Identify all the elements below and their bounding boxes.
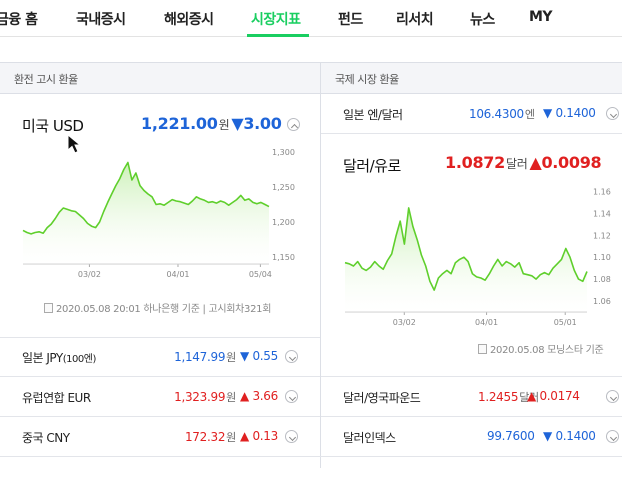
x-tick-label: 04/01 <box>166 270 189 279</box>
featured-market-price: 1.0872달러 ▲0.0098 <box>445 153 602 172</box>
document-icon <box>478 344 487 354</box>
tab-market-indicators[interactable]: 시장지표 <box>251 12 301 28</box>
tab-global-stock[interactable]: 해외증시 <box>164 12 214 28</box>
divider <box>0 376 320 377</box>
divider <box>0 337 320 338</box>
row-gbp-price: 1.2455달러 <box>478 390 539 404</box>
y-tick-label: 1.10 <box>593 253 611 262</box>
document-icon <box>44 303 53 313</box>
y-tick-label: 1,200 <box>272 218 295 227</box>
row-jpy-price: 1,147.99원 <box>174 350 236 364</box>
expand-toggle-yen-dollar[interactable] <box>606 107 619 120</box>
row-dxy-label[interactable]: 달러인덱스 <box>343 431 396 445</box>
mouse-cursor-icon <box>67 133 82 154</box>
y-tick-label: 1.12 <box>593 231 611 240</box>
y-tick-label: 1,150 <box>272 253 295 262</box>
tab-research[interactable]: 리서치 <box>396 12 434 28</box>
left-panel-header: 환전 고시 환율 <box>0 62 320 94</box>
expand-toggle-eur[interactable] <box>285 390 298 403</box>
left-panel-title: 환전 고시 환율 <box>14 73 78 86</box>
row-yen-dollar-change: ▼ 0.1400 <box>543 106 596 120</box>
tab-my[interactable]: MY <box>529 9 553 25</box>
divider <box>0 416 320 417</box>
series-area <box>23 162 269 264</box>
row-gbp-change: ▲ 0.0174 <box>527 389 580 403</box>
row-dxy-change: ▼ 0.1400 <box>543 429 596 443</box>
tab-news[interactable]: 뉴스 <box>470 12 495 28</box>
row-cny-label[interactable]: 중국 CNY <box>22 431 70 445</box>
featured-market-name[interactable]: 달러/유로 <box>343 157 401 175</box>
expand-toggle-gbp[interactable] <box>606 390 619 403</box>
eur-dollar-chart: 1.16 1.14 1.12 1.10 1.08 1.06 03/02 04/01 05/01 <box>344 187 611 327</box>
divider <box>321 416 622 417</box>
x-tick-label: 05/01 <box>554 318 577 327</box>
y-tick-label: 1,250 <box>272 183 295 192</box>
y-tick-label: 1.16 <box>593 187 611 196</box>
row-gbp-label[interactable]: 달러/영국파운드 <box>343 391 421 405</box>
featured-currency-price: 1,221.00원 ▼3.00 <box>141 114 282 133</box>
usd-source-info: 2020.05.08 20:01 하나은행 기준 | 고시회차321회 <box>44 300 271 315</box>
expand-toggle-jpy[interactable] <box>285 350 298 363</box>
row-cny-price: 172.32원 <box>184 430 236 444</box>
row-jpy-change: ▼ 0.55 <box>240 349 278 363</box>
row-eur-label[interactable]: 유럽연합 EUR <box>22 391 91 405</box>
featured-currency-name[interactable]: 미국 USD <box>22 117 84 135</box>
collapse-toggle-usd[interactable] <box>287 118 300 131</box>
eur-source-info: 2020.05.08 모닝스타 기준 <box>478 341 604 356</box>
x-tick-label: 04/01 <box>475 318 498 327</box>
y-tick-label: 1.08 <box>593 275 611 284</box>
divider <box>321 133 622 134</box>
row-yen-dollar-label[interactable]: 일본 엔/달러 <box>343 108 403 122</box>
series-line <box>344 207 588 291</box>
tab-domestic-stock[interactable]: 국내증시 <box>76 12 126 28</box>
panel-divider <box>320 62 321 468</box>
top-nav: 금융 홈 국내증시 해외증시 시장지표 펀드 리서치 뉴스 MY <box>0 0 622 37</box>
expand-toggle-cny[interactable] <box>285 430 298 443</box>
right-panel-title: 국제 시장 환율 <box>335 73 399 86</box>
y-tick-label: 1.06 <box>593 297 611 306</box>
row-dxy-price: 99.7600 <box>487 429 535 443</box>
tab-fund[interactable]: 펀드 <box>338 12 363 28</box>
row-cny-change: ▲ 0.13 <box>240 429 278 443</box>
usd-rate-chart: 1,300 1,250 1,200 1,150 03/02 04/01 05/04 <box>22 148 295 279</box>
y-tick-label: 1,300 <box>272 148 295 157</box>
x-tick-label: 03/02 <box>393 318 416 327</box>
row-eur-price: 1,323.99원 <box>174 390 236 404</box>
y-tick-label: 1.14 <box>593 209 611 218</box>
row-yen-dollar-price: 106.4300엔 <box>469 107 535 121</box>
row-eur-change: ▲ 3.66 <box>240 389 278 403</box>
active-tab-indicator <box>247 34 309 37</box>
expand-toggle-dxy[interactable] <box>606 430 619 443</box>
tab-finance-home[interactable]: 금융 홈 <box>0 12 38 28</box>
series-line <box>22 161 270 235</box>
x-tick-label: 03/02 <box>78 270 101 279</box>
x-tick-label: 05/04 <box>249 270 272 279</box>
right-panel-header: 국제 시장 환율 <box>321 62 622 94</box>
divider <box>0 456 622 457</box>
divider <box>321 376 622 377</box>
row-jpy-label[interactable]: 일본 JPY(100엔) <box>22 351 96 365</box>
